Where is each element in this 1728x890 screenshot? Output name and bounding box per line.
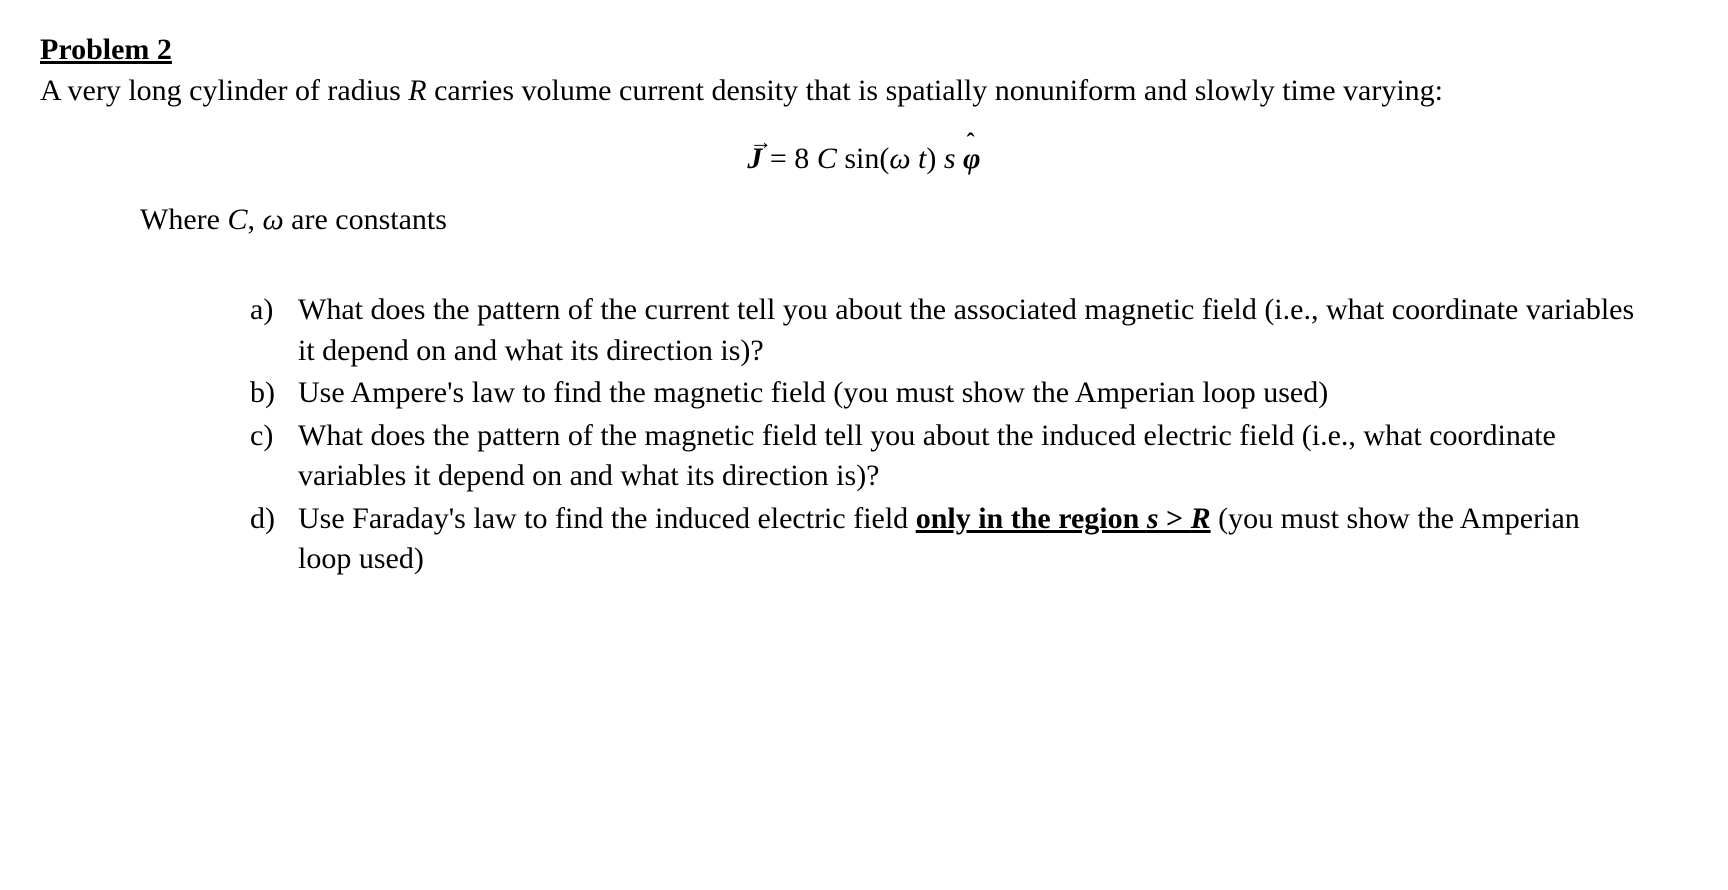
- equation-C: C: [817, 142, 837, 175]
- part-c: c) What does the pattern of the magnetic…: [250, 416, 1638, 497]
- equation-omega: ω: [889, 142, 910, 175]
- equation-J-vector: J→: [747, 139, 762, 180]
- where-comma: ,: [247, 203, 262, 236]
- part-d-gt: >: [1159, 502, 1191, 535]
- part-d-text: Use Faraday's law to find the induced el…: [298, 499, 1638, 580]
- part-d-label: d): [250, 499, 298, 580]
- equation-s: s: [944, 142, 956, 175]
- part-d-R: R: [1191, 502, 1211, 535]
- part-b-text: Use Ampere's law to find the magnetic fi…: [298, 373, 1638, 414]
- problem-container: Problem 2 A very long cylinder of radius…: [40, 30, 1688, 580]
- part-c-text: What does the pattern of the magnetic fi…: [298, 416, 1638, 497]
- equation-close: ): [926, 142, 944, 175]
- part-d-emph-text: only in the region: [916, 502, 1147, 535]
- intro-suffix: carries volume current density that is s…: [427, 74, 1443, 107]
- part-a: a) What does the pattern of the current …: [250, 290, 1638, 371]
- part-d-emph: only in the region s > R: [916, 502, 1211, 535]
- part-a-label: a): [250, 290, 298, 371]
- equation-space: [956, 142, 964, 175]
- equation-phi-hat: φˆ: [963, 139, 981, 180]
- problem-intro: A very long cylinder of radius R carries…: [40, 71, 1688, 112]
- intro-prefix: A very long cylinder of radius: [40, 74, 408, 107]
- equation-arrow: →: [750, 127, 773, 157]
- equation: J→ = 8 C sin(ω t) s φˆ: [40, 139, 1688, 180]
- part-a-text: What does the pattern of the current tel…: [298, 290, 1638, 371]
- problem-title: Problem 2: [40, 33, 172, 66]
- where-C: C: [227, 203, 247, 236]
- part-d-s: s: [1147, 502, 1159, 535]
- where-omega: ω: [262, 203, 283, 236]
- intro-var-R: R: [408, 74, 426, 107]
- part-d: d) Use Faraday's law to find the induced…: [250, 499, 1638, 580]
- part-c-label: c): [250, 416, 298, 497]
- where-prefix: Where: [140, 203, 227, 236]
- part-b-label: b): [250, 373, 298, 414]
- where-suffix: are constants: [284, 203, 447, 236]
- parts-list: a) What does the pattern of the current …: [250, 290, 1688, 580]
- where-line: Where C, ω are constants: [140, 200, 1688, 241]
- part-d-prefix: Use Faraday's law to find the induced el…: [298, 502, 916, 535]
- equation-sin-open: sin(: [837, 142, 890, 175]
- equation-t: t: [911, 142, 927, 175]
- part-b: b) Use Ampere's law to find the magnetic…: [250, 373, 1638, 414]
- equation-hat: ˆ: [967, 127, 975, 159]
